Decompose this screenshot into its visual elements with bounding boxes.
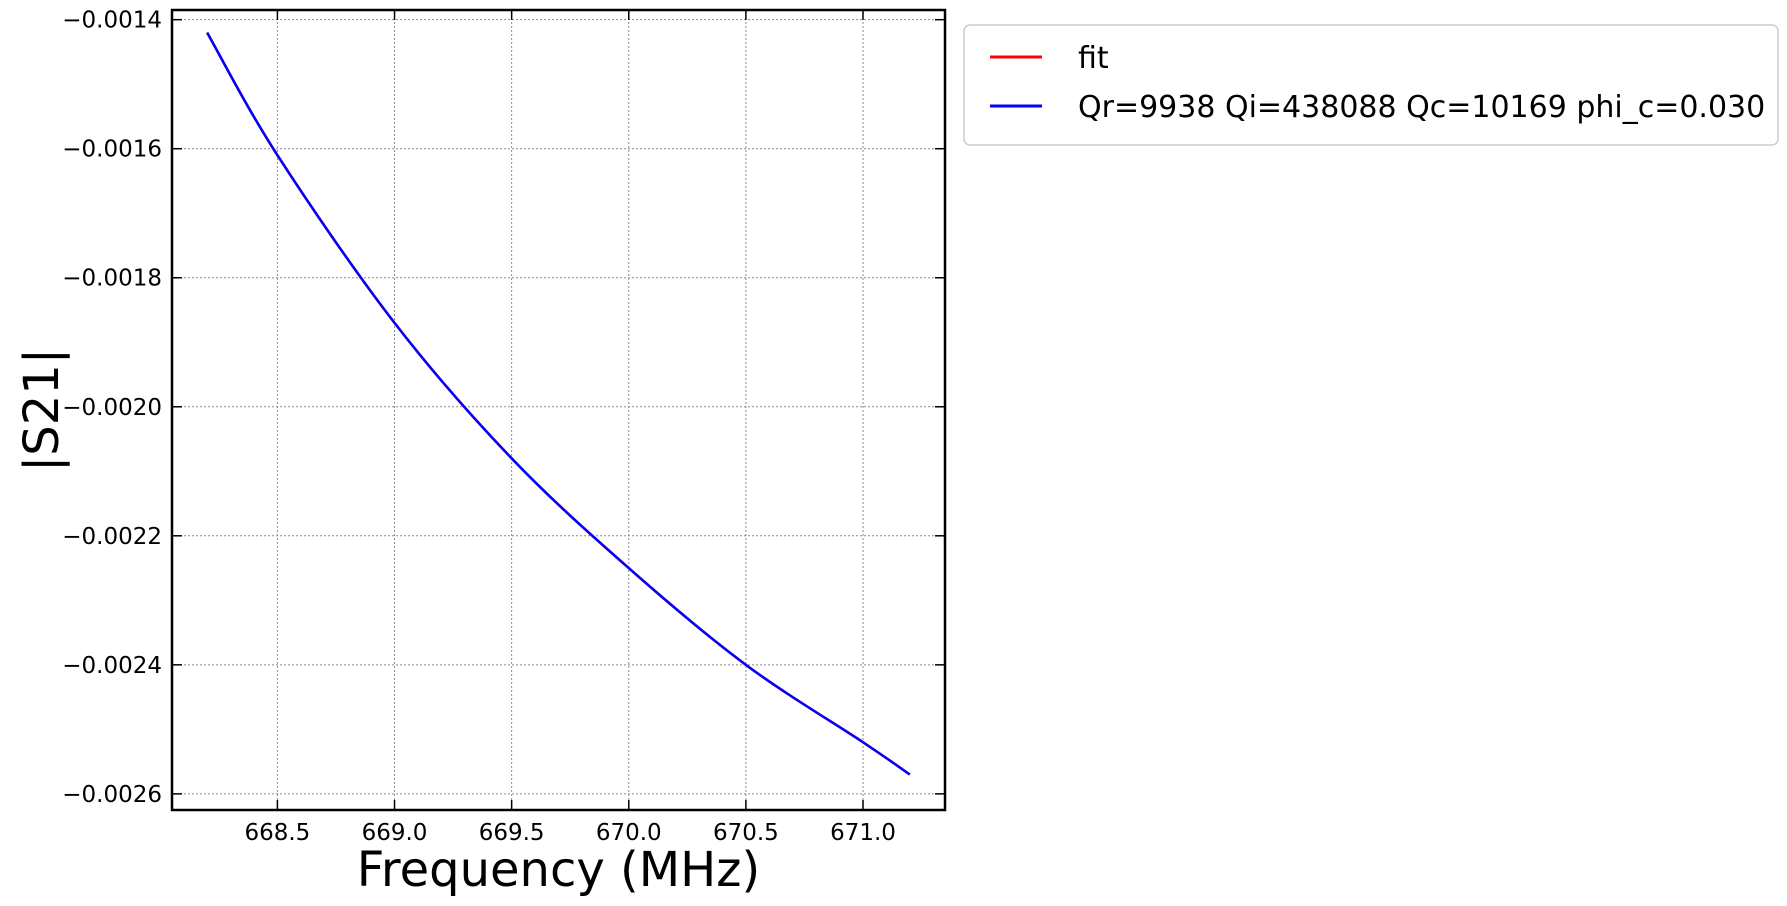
y-tick-label: −0.0020 — [62, 395, 162, 421]
legend: fit Qr=9938 Qi=438088 Qc=10169 phi_c=0.03… — [963, 24, 1779, 146]
legend-label-1: fit — [1078, 41, 1109, 76]
x-tick-labels: 668.5 669.0 669.5 670.0 670.5 671.0 — [244, 820, 895, 846]
series-line-1 — [206, 31, 911, 776]
plot-frame — [170, 8, 947, 812]
y-tick-label: −0.0026 — [62, 782, 162, 808]
legend-label-2: Qr=9938 Qi=438088 Qc=10169 phi_c=0.030 — [1078, 90, 1765, 125]
y-tick-label: −0.0016 — [62, 137, 162, 163]
grid-lines — [172, 10, 945, 810]
y-axis-title: |S21| — [14, 348, 70, 472]
x-tick-label: 669.5 — [479, 820, 545, 846]
x-tick-label: 670.0 — [596, 820, 662, 846]
series-line-2 — [206, 31, 911, 776]
axis-ticks — [172, 10, 945, 810]
x-tick-label: 670.5 — [713, 820, 779, 846]
y-tick-label: −0.0024 — [62, 653, 162, 679]
y-tick-label: −0.0014 — [62, 8, 162, 34]
y-tick-label: −0.0022 — [62, 524, 162, 550]
legend-box — [963, 24, 1779, 146]
y-tick-labels: −0.0014 −0.0016 −0.0018 −0.0020 −0.0022 −0.00… — [62, 8, 162, 808]
series-lines — [206, 31, 911, 776]
x-axis-title: Frequency (MHz) — [357, 842, 760, 898]
y-tick-label: −0.0018 — [62, 266, 162, 292]
x-tick-label: 668.5 — [244, 820, 310, 846]
x-tick-label: 671.0 — [830, 820, 896, 846]
x-tick-label: 669.0 — [362, 820, 428, 846]
